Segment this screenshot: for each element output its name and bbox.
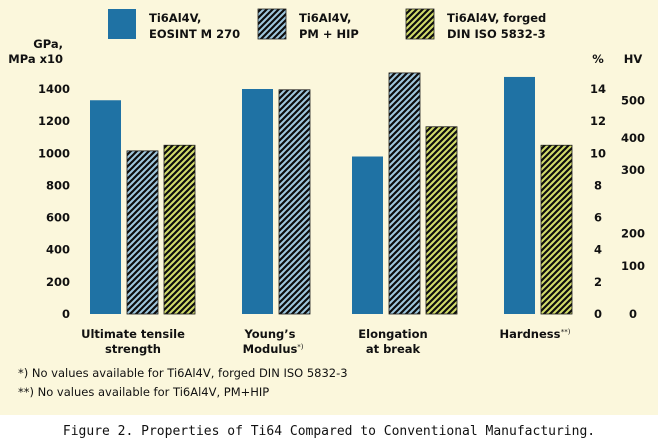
legend-swatch: [257, 8, 287, 40]
y-tick-label: 200: [46, 275, 70, 289]
category-label: Young’s: [244, 327, 296, 341]
pct-axis-label: %: [592, 52, 604, 66]
hv-axis-label: HV: [624, 52, 643, 66]
legend: Ti6Al4V, EOSINT M 270 Ti6Al4V, PM + HIP Ti6A…: [108, 8, 546, 41]
legend-swatch: [108, 9, 136, 39]
category-label: Modulus: [243, 342, 298, 356]
category-note: **): [561, 328, 571, 336]
category-label: Hardness: [500, 327, 561, 341]
pct-tick-label: 8: [594, 178, 602, 192]
pct-tick-label: 0: [594, 307, 602, 321]
pct-tick-label: 6: [594, 211, 602, 225]
y-axis-label: GPa,: [33, 37, 63, 51]
y-tick-label: 600: [46, 211, 70, 225]
bar: [126, 150, 159, 315]
legend-label: EOSINT M 270: [149, 27, 240, 41]
category-label: Elongation: [358, 327, 427, 341]
bar: [504, 76, 535, 314]
legend-label: PM + HIP: [299, 27, 359, 41]
hv-tick-label: 100: [621, 259, 645, 273]
pct-tick-label: 2: [594, 275, 602, 289]
bars: [90, 72, 573, 315]
category-label: at break: [366, 342, 421, 356]
bar: [540, 144, 573, 315]
legend-label: Ti6Al4V,: [149, 11, 201, 25]
chart-panel: Ti6Al4V, EOSINT M 270 Ti6Al4V, PM + HIP Ti6A…: [0, 0, 658, 415]
legend-swatch: [405, 8, 435, 40]
pct-tick-label: 12: [590, 114, 606, 128]
legend-label: DIN ISO 5832-3: [447, 27, 546, 41]
y-tick-label: 400: [46, 243, 70, 257]
legend-label: Ti6Al4V,: [299, 11, 351, 25]
bar: [352, 156, 383, 314]
category-label: Ultimate tensile: [81, 327, 185, 341]
hv-tick-label: 200: [621, 227, 645, 241]
y-tick-label: 1400: [38, 82, 70, 96]
footnote-hardness: **) No values available for Ti6Al4V, PM+…: [18, 385, 270, 399]
category-label: strength: [105, 342, 161, 356]
hv-tick-label: 400: [621, 131, 645, 145]
axes: GPa,MPa x100200400600800100012001400%024…: [8, 37, 645, 321]
hv-tick-label: 500: [621, 93, 645, 107]
bar: [242, 89, 273, 314]
pct-tick-label: 14: [590, 82, 606, 96]
bar: [425, 126, 458, 315]
bar: [388, 72, 421, 315]
hv-tick-label: 300: [621, 163, 645, 177]
footnote-modulus: *) No values available for Ti6Al4V, forg…: [18, 366, 348, 380]
category-note: *): [297, 343, 304, 351]
bar: [278, 89, 311, 315]
bar-chart: Ti6Al4V, EOSINT M 270 Ti6Al4V, PM + HIP Ti6A…: [8, 8, 645, 356]
y-axis-label: MPa x10: [8, 52, 63, 66]
legend-label: Ti6Al4V, forged: [447, 11, 546, 25]
pct-tick-label: 10: [590, 146, 606, 160]
bar: [90, 100, 121, 314]
y-tick-label: 1000: [38, 146, 70, 160]
hv-tick-label: 0: [629, 307, 637, 321]
figure-caption: Figure 2. Properties of Ti64 Compared to…: [62, 424, 596, 439]
bar: [163, 144, 196, 315]
y-tick-label: 0: [62, 307, 70, 321]
pct-tick-label: 4: [594, 243, 602, 257]
y-tick-label: 1200: [38, 114, 70, 128]
y-tick-label: 800: [46, 178, 70, 192]
